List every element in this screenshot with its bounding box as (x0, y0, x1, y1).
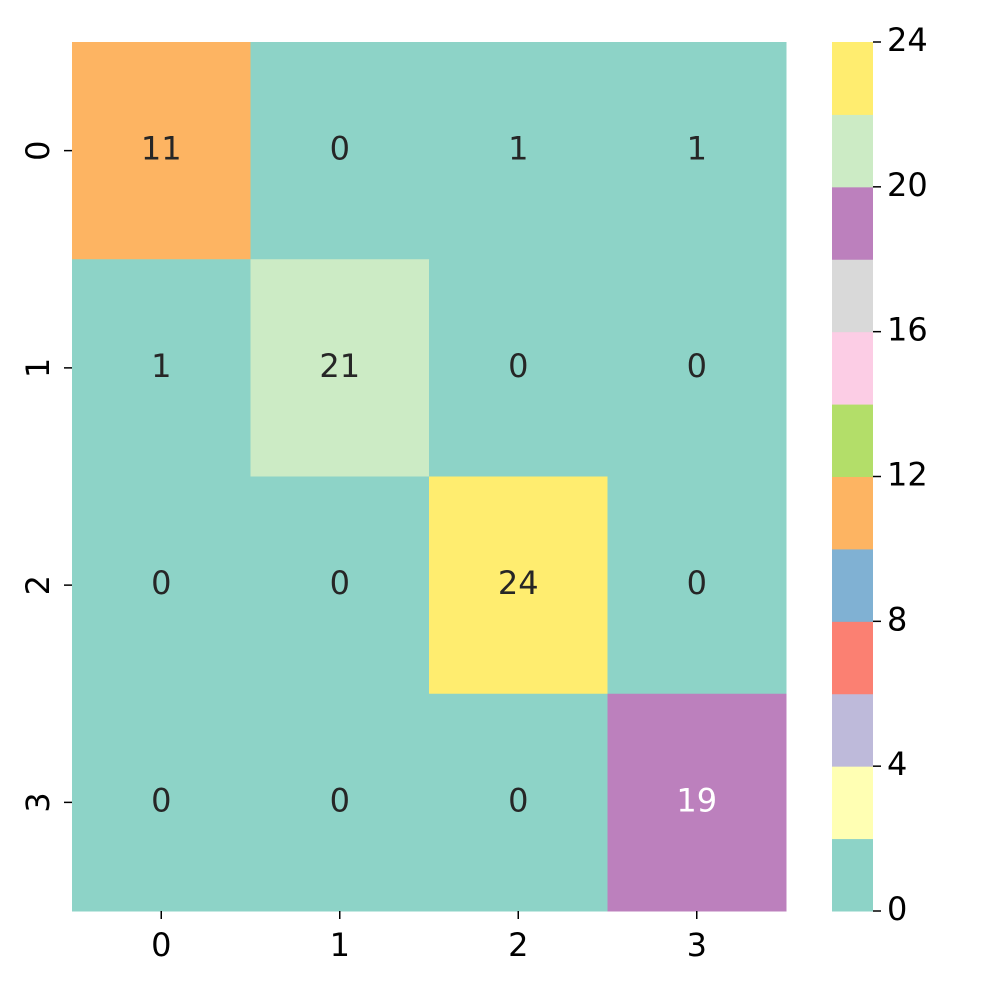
cell-label: 0 (151, 564, 171, 602)
y-tick-label: 0 (19, 140, 57, 160)
colorbar-segment (832, 186, 873, 260)
colorbar-segment (832, 693, 873, 767)
heatmap-cell (429, 476, 608, 695)
heatmap-cell (250, 259, 430, 477)
heatmap-cell (72, 693, 251, 912)
colorbar-segment (832, 838, 873, 912)
heatmap-cell (607, 693, 787, 912)
cell-label: 0 (508, 781, 528, 819)
colorbar-segment (832, 476, 873, 550)
heatmap-cell (429, 42, 608, 260)
heatmap-cell (429, 259, 608, 477)
cell-label: 11 (141, 130, 182, 168)
heatmap-cell (250, 476, 430, 695)
cell-label: 1 (687, 130, 707, 168)
cell-label: 0 (151, 781, 171, 819)
cell-label: 21 (319, 347, 360, 385)
cell-label: 0 (687, 347, 707, 385)
heatmap-cell (250, 693, 430, 912)
colorbar-tick-label: 12 (887, 456, 928, 494)
colorbar-segment (832, 766, 873, 840)
heatmap-cell (250, 42, 430, 260)
heatmap-cell (607, 42, 787, 260)
cell-label: 1 (508, 130, 528, 168)
x-tick-label: 2 (508, 926, 528, 964)
y-tick-label: 1 (19, 358, 57, 378)
x-tick-label: 1 (330, 926, 350, 964)
cell-label: 0 (330, 130, 350, 168)
cell-label: 0 (508, 347, 528, 385)
cell-label: 24 (498, 564, 539, 602)
colorbar-segment (832, 42, 873, 115)
colorbar-segment (832, 548, 873, 622)
colorbar-segment (832, 404, 873, 477)
colorbar-segment (832, 621, 873, 695)
cell-label: 0 (330, 564, 350, 602)
colorbar-tick-label: 20 (887, 166, 928, 204)
heatmap-cell (429, 693, 608, 912)
y-tick-label: 3 (19, 792, 57, 812)
heatmap-cell (72, 259, 251, 477)
heatmap-cell (607, 476, 787, 695)
cell-label: 1 (151, 347, 171, 385)
cell-label: 0 (687, 564, 707, 602)
heatmap-cell (72, 42, 251, 260)
heatmap-cell (72, 476, 251, 695)
colorbar-segment (832, 259, 873, 333)
colorbar-tick-label: 4 (887, 745, 907, 783)
colorbar-tick-label: 16 (887, 311, 928, 349)
heatmap-cell (607, 259, 787, 477)
colorbar-segment (832, 114, 873, 188)
y-tick-label: 2 (19, 575, 57, 595)
colorbar-tick-label: 8 (887, 600, 907, 638)
colorbar-tick-label: 24 (887, 21, 928, 59)
colorbar-tick-label: 0 (887, 890, 907, 928)
x-tick-label: 3 (687, 926, 707, 964)
x-tick-label: 0 (151, 926, 171, 964)
cell-label: 0 (330, 781, 350, 819)
colorbar-segment (832, 331, 873, 405)
cell-label: 19 (676, 781, 717, 819)
